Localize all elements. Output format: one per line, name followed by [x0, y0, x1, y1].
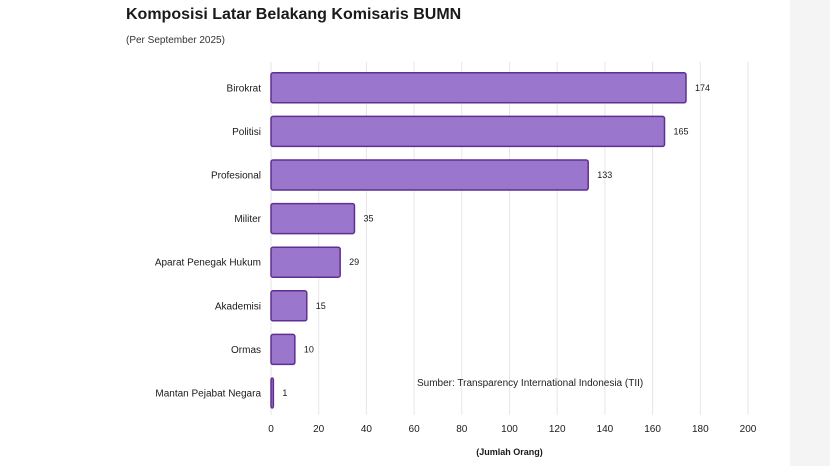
x-tick-0: 0 — [268, 424, 274, 435]
chart-title: Komposisi Latar Belakang Komisaris BUMN — [126, 6, 462, 23]
bar-0 — [270, 72, 687, 104]
x-tick-100: 100 — [501, 424, 518, 435]
x-tick-200: 200 — [740, 424, 757, 435]
x-tick-labels: 0 20 40 60 80 100 120 140 160 180 200 — [268, 424, 757, 435]
x-tick-40: 40 — [361, 424, 373, 435]
value-label-2: 133 — [597, 170, 612, 180]
category-label-1: Politisi — [232, 127, 261, 138]
x-tick-60: 60 — [409, 424, 421, 435]
x-tick-120: 120 — [549, 424, 566, 435]
category-label-5: Akademisi — [215, 301, 261, 312]
category-label-4: Aparat Penegak Hukum — [155, 258, 261, 269]
category-labels: Birokrat Politisi Profesional Militer Aparat… — [155, 83, 262, 399]
x-tick-160: 160 — [644, 424, 661, 435]
value-label-5: 15 — [316, 301, 326, 311]
bar-1 — [270, 115, 666, 148]
value-labels: 174 165 133 35 29 15 10 1 — [282, 83, 710, 398]
bar-7 — [270, 377, 275, 409]
value-label-0: 174 — [695, 83, 710, 93]
bar-4 — [270, 246, 341, 278]
value-label-6: 10 — [304, 344, 314, 354]
bar-2 — [270, 159, 589, 191]
value-label-4: 29 — [349, 257, 359, 267]
x-tick-80: 80 — [456, 424, 468, 435]
x-tick-180: 180 — [692, 424, 709, 435]
x-tick-20: 20 — [313, 424, 325, 435]
source-annotation: Sumber: Transparency International Indon… — [417, 378, 643, 389]
value-label-3: 35 — [363, 214, 373, 224]
value-label-7: 1 — [282, 388, 287, 398]
bar-6 — [270, 333, 296, 366]
category-label-3: Militer — [234, 214, 261, 225]
x-tick-140: 140 — [597, 424, 614, 435]
bar-5 — [270, 290, 308, 322]
category-label-0: Birokrat — [227, 83, 262, 94]
category-label-7: Mantan Pejabat Negara — [155, 389, 261, 400]
category-label-6: Ormas — [231, 345, 261, 356]
chart-subtitle: (Per September 2025) — [126, 35, 225, 46]
bars — [270, 72, 687, 409]
gridlines — [270, 62, 749, 415]
category-label-2: Profesional — [211, 171, 261, 182]
bar-3 — [270, 202, 356, 235]
value-label-1: 165 — [674, 126, 689, 136]
page-margin — [790, 0, 830, 466]
x-axis-title: (Jumlah Orang) — [476, 447, 543, 457]
